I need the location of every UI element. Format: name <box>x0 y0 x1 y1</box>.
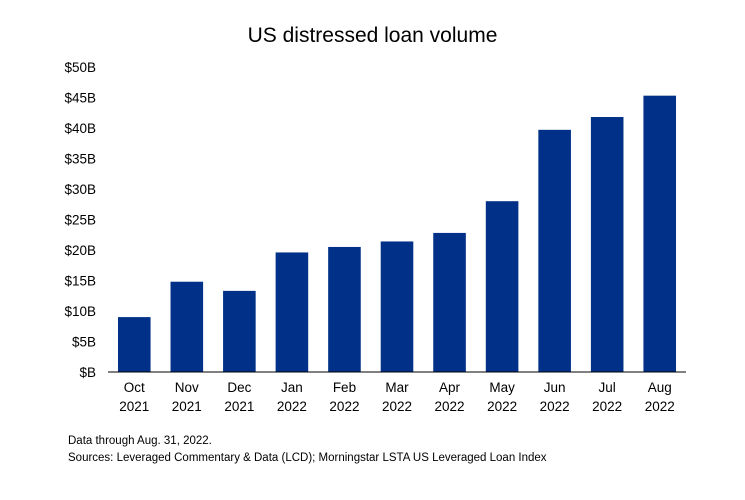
y-tick-label: $40B <box>64 121 96 136</box>
chart-title: US distressed loan volume <box>247 24 498 47</box>
y-tick-label: $20B <box>64 243 96 258</box>
bar <box>538 129 571 372</box>
x-tick-label-year: 2022 <box>487 399 517 414</box>
x-tick-label-year: 2022 <box>645 399 675 414</box>
bar <box>275 252 309 372</box>
x-tick-label-year: 2022 <box>382 399 412 414</box>
bar <box>223 290 256 372</box>
y-axis: $B $5B $10B $15B $20B $25B $30B $35B $40B $45B $50… <box>64 60 96 380</box>
data-note: Data through Aug. 31, 2022. <box>68 435 212 447</box>
x-tick-label-month: Mar <box>385 380 409 395</box>
x-tick-label-month: May <box>489 380 515 395</box>
x-tick-label-year: 2022 <box>435 399 465 414</box>
bar <box>170 281 204 372</box>
bar <box>380 241 414 372</box>
y-tick-label: $25B <box>64 213 96 228</box>
y-tick-label: $15B <box>64 274 96 289</box>
x-tick-label-year: 2022 <box>592 399 622 414</box>
bar <box>117 317 151 372</box>
x-tick-label-month: Feb <box>333 380 356 395</box>
x-tick-label-month: Nov <box>175 380 199 395</box>
x-tick-label-year: 2022 <box>329 399 359 414</box>
x-tick-label-year: 2021 <box>224 399 254 414</box>
x-tick-label-month: Dec <box>227 380 251 395</box>
x-tick-label-month: Jul <box>599 380 616 395</box>
x-tick-label-month: Aug <box>648 380 672 395</box>
x-tick-label-month: Jun <box>544 380 566 395</box>
x-tick-label-year: 2022 <box>540 399 570 414</box>
x-tick-label-year: 2022 <box>277 399 307 414</box>
bar <box>328 246 361 372</box>
y-tick-label: $50B <box>64 60 96 75</box>
x-tick-label-month: Apr <box>439 380 461 395</box>
bar <box>433 232 466 372</box>
source-note: Sources: Leveraged Commentary & Data (LC… <box>68 452 547 464</box>
x-tick-label-month: Oct <box>124 380 145 395</box>
y-tick-label: $B <box>79 365 96 380</box>
x-tick-label-year: 2021 <box>119 399 149 414</box>
bar <box>590 117 624 373</box>
bars-group <box>117 95 677 373</box>
y-tick-label: $5B <box>72 335 96 350</box>
bar <box>643 95 677 373</box>
y-tick-label: $30B <box>64 182 96 197</box>
y-tick-label: $35B <box>64 152 96 167</box>
y-tick-label: $10B <box>64 304 96 319</box>
x-tick-label-month: Jan <box>281 380 303 395</box>
bar <box>485 201 519 372</box>
y-tick-label: $45B <box>64 91 96 106</box>
x-axis: Oct 2021 Nov 2021 Dec 2021 Jan 2022 Feb 2022 Mar 20… <box>108 371 686 414</box>
x-tick-label-year: 2021 <box>172 399 202 414</box>
